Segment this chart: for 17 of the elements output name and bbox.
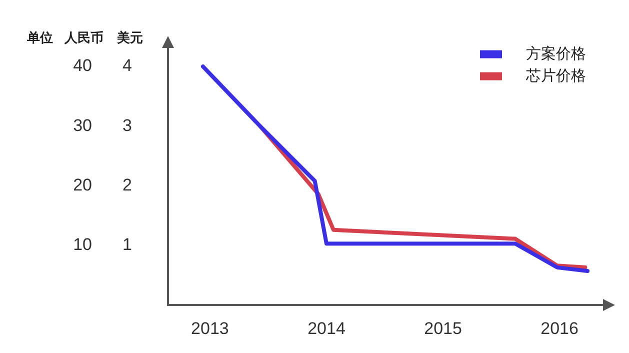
y2-tick-label: 1 bbox=[122, 235, 132, 254]
y2-axis-title: 美元 bbox=[116, 30, 143, 45]
text: 单位 bbox=[26, 30, 53, 45]
x-tick-label: 2015 bbox=[424, 318, 462, 338]
y2-tick-label: 2 bbox=[122, 175, 132, 194]
x-tick-label: 2014 bbox=[308, 318, 346, 338]
y2-tick-label: 4 bbox=[122, 56, 132, 76]
x-tick-label: 2016 bbox=[540, 318, 578, 338]
y-tick-label: 10 bbox=[73, 235, 92, 254]
y-tick-label: 40 bbox=[73, 56, 92, 76]
x-tick-label: 2013 bbox=[191, 318, 229, 338]
y2-tick-label: 3 bbox=[122, 116, 132, 135]
legend-label: 方案价格 bbox=[526, 45, 586, 62]
y-tick-label: 20 bbox=[73, 175, 92, 194]
legend-label: 芯片价格 bbox=[525, 67, 586, 84]
y-axis-title: 人民币 bbox=[64, 30, 104, 45]
y-tick-label: 30 bbox=[73, 116, 92, 135]
